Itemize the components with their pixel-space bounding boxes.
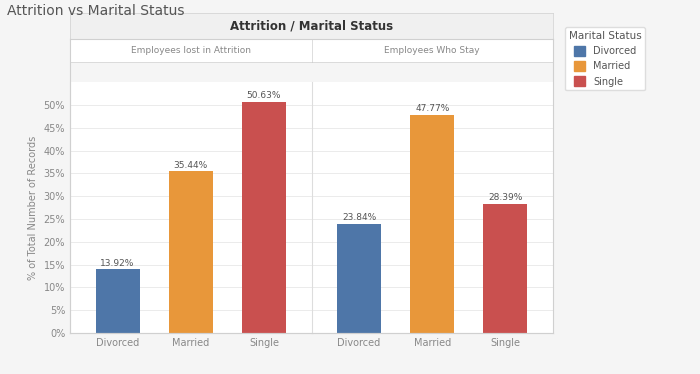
Text: 47.77%: 47.77%: [415, 104, 449, 113]
Text: 28.39%: 28.39%: [488, 193, 523, 202]
Text: 23.84%: 23.84%: [342, 214, 376, 223]
Bar: [410, 115, 454, 333]
Text: 35.44%: 35.44%: [174, 160, 208, 169]
Bar: [242, 102, 286, 333]
Bar: [96, 269, 139, 333]
Text: 13.92%: 13.92%: [100, 258, 135, 268]
Text: Employees Who Stay: Employees Who Stay: [384, 46, 480, 55]
Bar: [337, 224, 381, 333]
Text: Employees lost in Attrition: Employees lost in Attrition: [131, 46, 251, 55]
Y-axis label: % of Total Number of Records: % of Total Number of Records: [28, 135, 38, 280]
Bar: [169, 171, 213, 333]
Legend: Divorced, Married, Single: Divorced, Married, Single: [565, 27, 645, 91]
Bar: [484, 203, 527, 333]
Text: Attrition vs Marital Status: Attrition vs Marital Status: [7, 4, 185, 18]
Text: 50.63%: 50.63%: [246, 91, 281, 100]
Text: Attrition / Marital Status: Attrition / Marital Status: [230, 20, 393, 33]
